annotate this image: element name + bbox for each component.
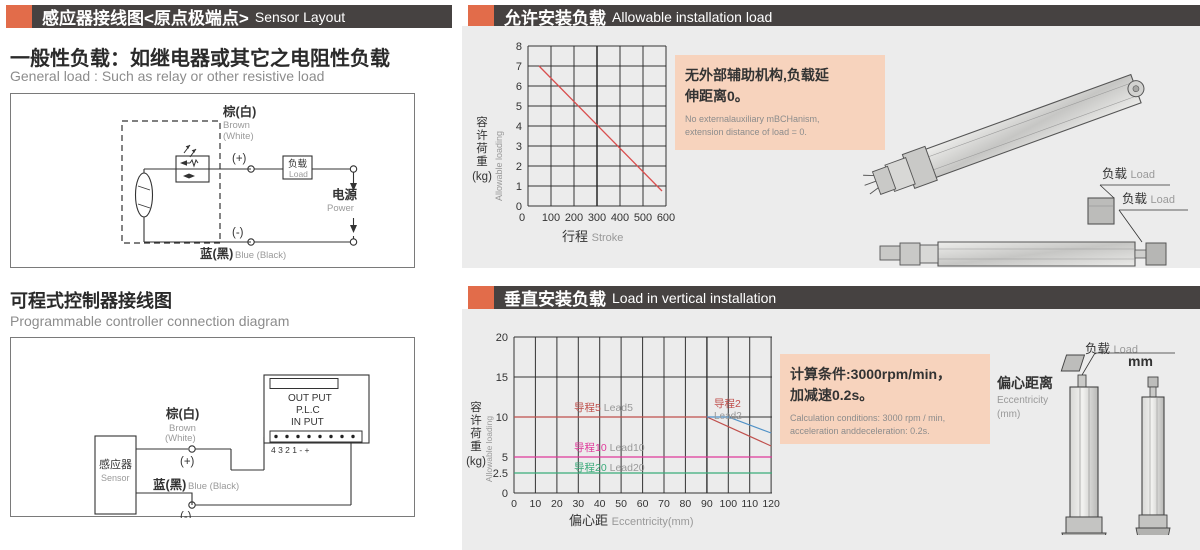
svg-text:重: 重: [470, 439, 482, 453]
svg-text:0: 0: [502, 488, 508, 500]
svg-text:0: 0: [511, 498, 517, 510]
svg-text:行程 Stroke: 行程 Stroke: [562, 229, 623, 244]
svg-text:40: 40: [594, 498, 606, 510]
svg-text:(White): (White): [165, 433, 196, 444]
svg-text:(+): (+): [180, 456, 195, 468]
svg-text:导程10 Lead10: 导程10 Lead10: [574, 442, 645, 454]
svg-text:5: 5: [516, 101, 522, 113]
svg-text:10: 10: [530, 498, 542, 510]
svg-text:蓝(黑): 蓝(黑): [200, 246, 233, 261]
svg-text:(kg): (kg): [472, 171, 492, 183]
svg-text:IN PUT: IN PUT: [291, 417, 324, 428]
svg-text:荷: 荷: [476, 142, 488, 155]
svg-text:P.L.C: P.L.C: [296, 405, 320, 416]
svg-text:4: 4: [516, 121, 522, 133]
svg-text:(kg): (kg): [466, 456, 486, 468]
svg-text:400: 400: [611, 212, 629, 224]
svg-text:3: 3: [516, 141, 522, 153]
svg-text:100: 100: [720, 498, 738, 510]
svg-text:许: 许: [476, 129, 488, 142]
svg-text:(-): (-): [232, 227, 244, 239]
svg-text:(White): (White): [223, 131, 254, 142]
svg-text:20: 20: [551, 498, 563, 510]
svg-text:2.5: 2.5: [493, 468, 508, 480]
svg-text:(-): (-): [180, 511, 192, 518]
svg-text:110: 110: [741, 498, 758, 510]
svg-text:600: 600: [657, 212, 675, 224]
svg-text:500: 500: [634, 212, 652, 224]
svg-text:感应器: 感应器: [99, 457, 132, 471]
svg-text:导程2: 导程2: [714, 398, 741, 410]
svg-text:60: 60: [637, 498, 649, 510]
svg-text:8: 8: [516, 41, 522, 53]
svg-text:20: 20: [496, 332, 508, 344]
svg-text:重: 重: [476, 154, 488, 168]
svg-text:Blue (Black): Blue (Black): [235, 250, 286, 261]
svg-text:Allowable loading: Allowable loading: [494, 131, 504, 201]
svg-text:50: 50: [615, 498, 627, 510]
svg-text:0: 0: [519, 212, 525, 224]
svg-text:偏心距 Eccentricity(mm): 偏心距 Eccentricity(mm): [569, 513, 694, 528]
svg-text:荷: 荷: [470, 427, 482, 440]
svg-text:OUT PUT: OUT PUT: [288, 393, 332, 404]
svg-text:30: 30: [572, 498, 584, 510]
svg-text:负载 Load: 负载 Load: [1102, 167, 1155, 181]
svg-text:120: 120: [762, 498, 780, 510]
svg-text:15: 15: [496, 372, 508, 384]
svg-text:蓝(黑): 蓝(黑): [153, 477, 186, 492]
svg-text:导程20 Lead20: 导程20 Lead20: [574, 462, 645, 474]
svg-text:6: 6: [516, 81, 522, 93]
svg-text:(+): (+): [232, 153, 247, 165]
svg-text:10: 10: [496, 412, 508, 424]
svg-text:80: 80: [680, 498, 692, 510]
svg-text:1: 1: [516, 181, 522, 193]
svg-text:棕(白): 棕(白): [165, 406, 199, 421]
svg-text:70: 70: [658, 498, 670, 510]
svg-text:容: 容: [476, 115, 488, 129]
svg-text:导程5 Lead5: 导程5 Lead5: [574, 402, 633, 414]
svg-text:100: 100: [542, 212, 560, 224]
svg-text:300: 300: [588, 212, 606, 224]
svg-text:Sensor: Sensor: [101, 473, 130, 483]
svg-text:负载 Load: 负载 Load: [1122, 192, 1175, 206]
svg-text:200: 200: [565, 212, 583, 224]
svg-text:5: 5: [502, 452, 508, 464]
svg-text:2: 2: [516, 161, 522, 173]
svg-text:4 3 2 1 - +: 4 3 2 1 - +: [271, 445, 310, 455]
svg-text:90: 90: [701, 498, 713, 510]
svg-text:Blue (Black): Blue (Black): [188, 481, 239, 492]
svg-text:棕(白): 棕(白): [222, 104, 256, 119]
svg-text:7: 7: [516, 61, 522, 73]
svg-text:电源: 电源: [332, 187, 358, 202]
svg-text:许: 许: [470, 414, 482, 427]
svg-text:容: 容: [470, 400, 482, 414]
svg-text:Lead2: Lead2: [714, 411, 742, 422]
svg-text:Brown: Brown: [223, 120, 250, 131]
svg-text:Power: Power: [327, 203, 354, 214]
svg-text:Load: Load: [289, 169, 308, 179]
